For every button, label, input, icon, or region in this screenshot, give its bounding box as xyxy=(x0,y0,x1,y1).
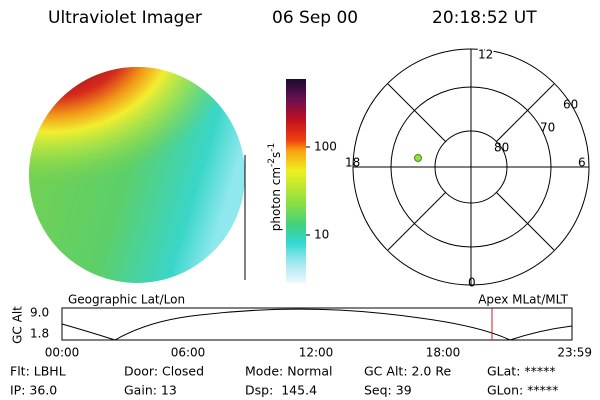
exponent: -1 xyxy=(267,143,277,152)
x-tick-label: 00:00 xyxy=(45,346,80,360)
x-tick-label: 18:00 xyxy=(426,346,461,360)
mlt-label: 6 xyxy=(578,156,586,170)
ring-label: 70 xyxy=(540,121,555,135)
unit: s xyxy=(269,152,283,158)
mlt-label: 12 xyxy=(478,48,493,62)
exponent: -2 xyxy=(267,158,277,167)
status-field: Dsp: 145.4 xyxy=(245,383,317,398)
ring-label: 60 xyxy=(563,98,578,112)
status-field: GLon: ***** xyxy=(487,383,558,398)
colorbar-tick-label: 100 xyxy=(314,140,337,154)
altitude-curve xyxy=(61,308,573,341)
status-field: GC Alt: 2.0 Re xyxy=(364,364,451,379)
timeline-title: Apex MLat/MLT xyxy=(478,293,568,307)
y-tick-label: 1.8 xyxy=(30,327,49,341)
mlt-label: 18 xyxy=(345,156,360,170)
status-field: GLat: ***** xyxy=(487,364,556,379)
status-field: Mode: Normal xyxy=(245,364,332,379)
status-field: IP: 36.0 xyxy=(10,383,57,398)
y-tick-label: 9.0 xyxy=(30,306,49,320)
title: Ultraviolet Imager xyxy=(48,8,202,28)
unit: photon cm xyxy=(269,167,283,231)
colorbar-tick-label: 10 xyxy=(314,228,329,242)
y-label: GC Alt xyxy=(11,306,25,344)
x-tick-label: 06:00 xyxy=(171,346,206,360)
timeline-frame xyxy=(61,307,573,341)
status-field: Gain: 13 xyxy=(124,383,177,398)
x-tick-label: 23:59 xyxy=(557,346,592,360)
satellite-position xyxy=(414,154,422,162)
mlt-label: 0 xyxy=(468,276,476,290)
timeline-title: Geographic Lat/Lon xyxy=(68,293,185,307)
ring-label: 80 xyxy=(494,141,509,155)
auroral-image xyxy=(29,67,245,283)
status-field: Seq: 39 xyxy=(364,383,412,398)
status-panel: Flt: LBHL Door: Closed Mode: Normal GC A… xyxy=(10,364,558,398)
colorbar xyxy=(286,79,306,283)
colorbar-label: photon cm-2s-1 xyxy=(267,143,283,232)
status-field: Flt: LBHL xyxy=(10,364,66,379)
x-tick-label: 12:00 xyxy=(299,346,334,360)
status-field: Door: Closed xyxy=(124,364,204,379)
time: 20:18:52 UT xyxy=(432,8,537,28)
polar-grid xyxy=(352,48,590,286)
date: 06 Sep 00 xyxy=(272,8,358,28)
